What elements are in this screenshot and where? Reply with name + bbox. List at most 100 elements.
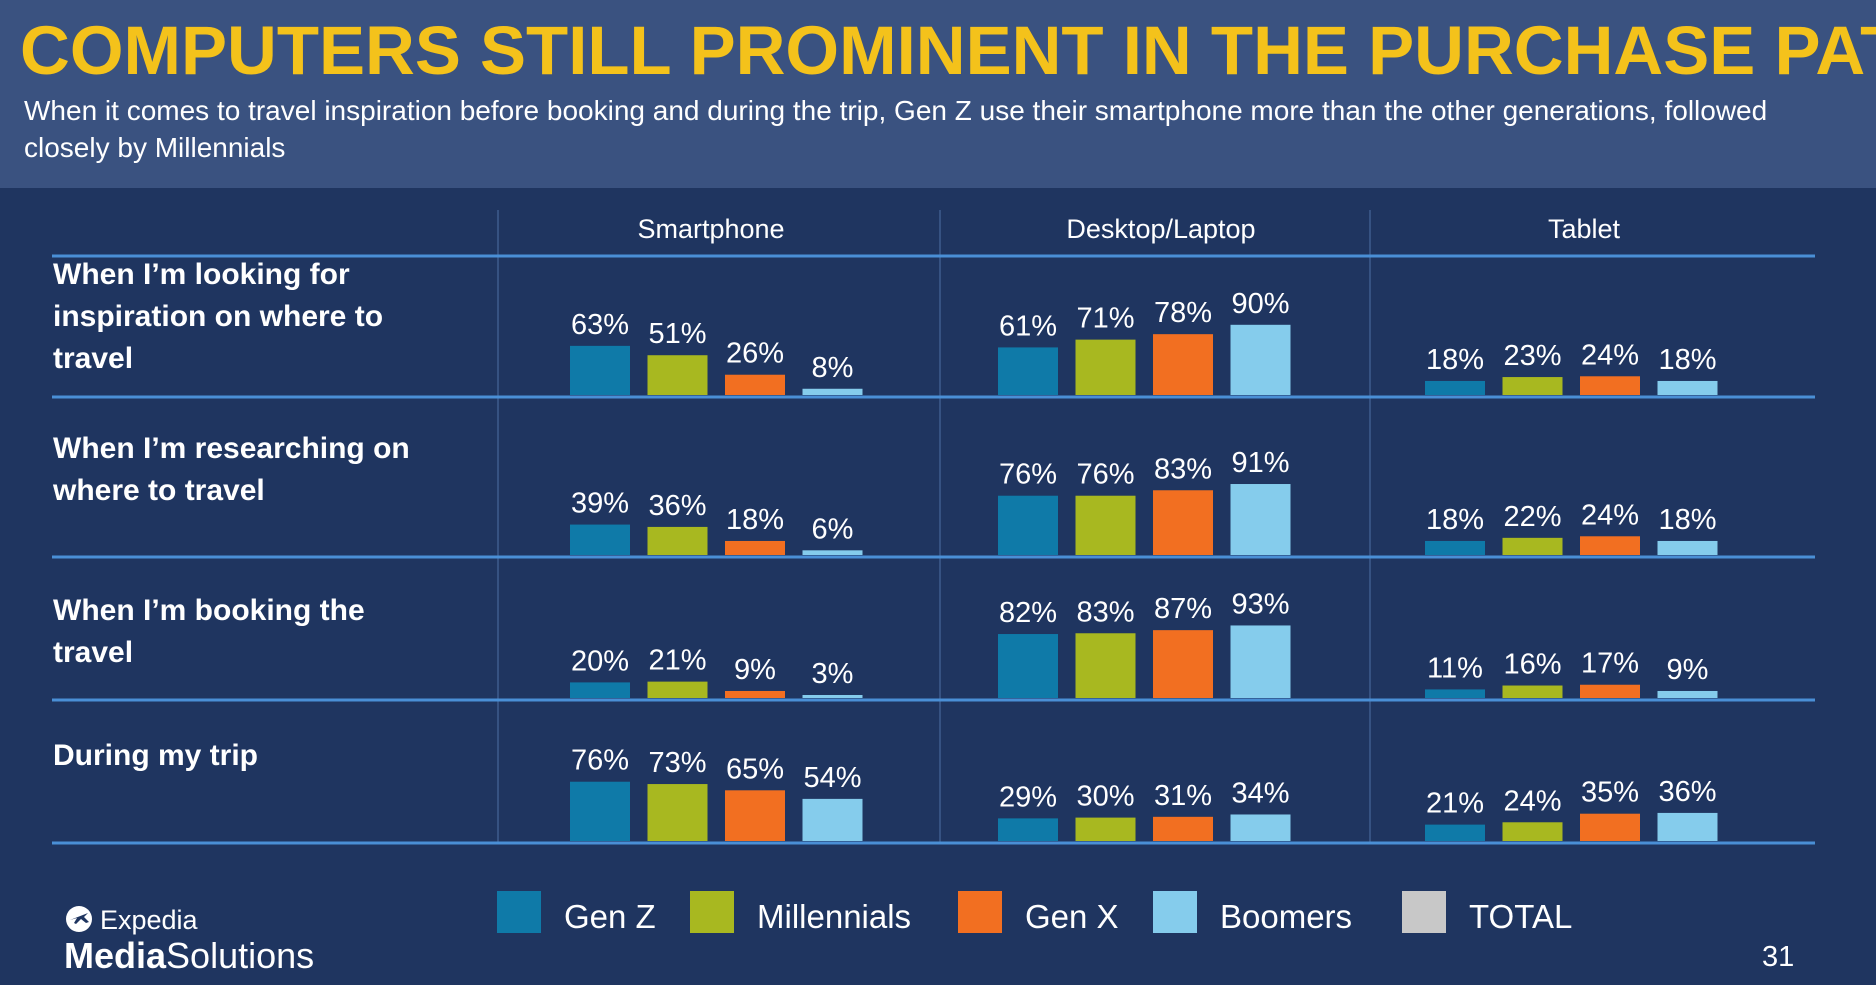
value-label-gen-x-smartphone-row2: 18% [726,504,784,536]
legend-label-gen-z: Gen Z [564,898,656,935]
bar-gen-x-tablet-row1 [1580,376,1640,395]
row-label-4: During my trip [53,739,258,772]
bar-millennials-tablet-row1 [1502,377,1563,395]
bar-boomers-tablet-row1 [1657,380,1718,395]
value-label-millennials-desktop-laptop-row4: 30% [1076,781,1134,813]
header-band: COMPUTERS STILL PROMINENT IN THE PURCHAS… [0,0,1876,188]
legend-label-total: TOTAL [1469,898,1573,935]
value-label-gen-x-desktop-laptop-row2: 83% [1154,453,1212,485]
page-subtitle: When it comes to travel inspiration befo… [24,95,1768,163]
panel-header-tablet: Tablet [1548,214,1621,244]
bar-millennials-tablet-row4 [1502,822,1563,841]
bar-boomers-tablet-row3 [1657,690,1718,698]
bar-gen-z-tablet-row1 [1425,380,1485,395]
legend-swatch-boomers [1153,891,1197,933]
expedia-media-solutions-logo: Expedia MediaSolutions [64,902,364,982]
value-label-gen-x-tablet-row2: 24% [1581,499,1639,531]
bar-gen-x-desktop-laptop-row4 [1153,816,1213,841]
value-label-gen-z-tablet-row1: 18% [1426,344,1484,376]
bar-gen-z-tablet-row2 [1425,540,1485,555]
value-label-millennials-desktop-laptop-row2: 76% [1076,459,1134,491]
bar-gen-x-desktop-laptop-row2 [1153,490,1213,555]
bar-millennials-desktop-laptop-row2 [1075,495,1136,555]
bar-gen-z-desktop-laptop-row2 [998,495,1058,555]
value-label-boomers-smartphone-row4: 54% [803,762,861,794]
value-label-gen-z-smartphone-row4: 76% [571,745,629,777]
bar-boomers-desktop-laptop-row3 [1230,625,1291,698]
bar-boomers-desktop-laptop-row1 [1230,324,1291,395]
bar-gen-x-smartphone-row3 [725,690,785,698]
value-label-boomers-tablet-row4: 36% [1658,776,1716,808]
value-label-gen-x-smartphone-row1: 26% [726,338,784,370]
value-label-millennials-smartphone-row4: 73% [648,747,706,779]
bar-millennials-smartphone-row4 [647,784,708,841]
value-label-millennials-smartphone-row1: 51% [648,318,706,350]
bar-millennials-tablet-row3 [1502,685,1563,698]
value-label-gen-x-smartphone-row4: 65% [726,753,784,785]
value-label-gen-z-smartphone-row1: 63% [571,309,629,341]
value-label-boomers-desktop-laptop-row2: 91% [1231,447,1289,479]
value-label-boomers-smartphone-row2: 6% [812,513,854,545]
value-label-millennials-desktop-laptop-row1: 71% [1076,303,1134,335]
bar-millennials-smartphone-row2 [647,526,708,555]
value-label-millennials-tablet-row4: 24% [1503,785,1561,817]
value-label-gen-x-smartphone-row3: 9% [734,654,776,686]
value-label-boomers-tablet-row1: 18% [1658,344,1716,376]
value-label-millennials-tablet-row2: 22% [1503,501,1561,533]
page-number: 31 [1762,941,1795,973]
value-label-gen-z-tablet-row4: 21% [1426,788,1484,820]
bar-millennials-smartphone-row3 [647,681,708,698]
bar-millennials-desktop-laptop-row1 [1075,339,1136,395]
value-label-millennials-tablet-row1: 23% [1503,340,1561,372]
logo-brand-text: Expedia [100,905,198,935]
panel-header-desktop-laptop: Desktop/Laptop [1066,214,1255,244]
page-title: COMPUTERS STILL PROMINENT IN THE PURCHAS… [20,12,1876,89]
grouped-bar-chart: Smartphone Desktop/Laptop Tablet When I’m l… [52,210,1815,845]
bar-gen-z-desktop-laptop-row1 [998,347,1058,395]
bar-boomers-tablet-row4 [1657,812,1718,841]
logo-product-text: MediaSolutions [64,934,314,978]
bar-millennials-tablet-row2 [1502,537,1563,555]
value-label-millennials-tablet-row3: 16% [1503,649,1561,681]
bar-gen-z-smartphone-row2 [570,524,630,555]
value-label-gen-z-tablet-row3: 11% [1427,652,1483,684]
legend-swatch-gen-x [958,891,1002,933]
bar-gen-x-desktop-laptop-row3 [1153,630,1213,698]
bar-gen-x-tablet-row3 [1580,684,1640,698]
value-label-boomers-desktop-laptop-row1: 90% [1231,288,1289,320]
bar-gen-x-smartphone-row1 [725,374,785,395]
bar-gen-z-smartphone-row1 [570,345,630,395]
value-label-millennials-smartphone-row3: 21% [648,645,706,677]
value-label-boomers-desktop-laptop-row4: 34% [1231,777,1289,809]
bar-gen-z-desktop-laptop-row3 [998,634,1058,698]
legend-label-boomers: Boomers [1220,898,1353,935]
value-label-boomers-tablet-row2: 18% [1658,504,1716,536]
legend-label-gen-x: Gen X [1025,898,1119,935]
legend-swatch-millennials [690,891,734,933]
legend-label-millennials: Millennials [757,898,912,935]
bar-gen-z-smartphone-row3 [570,682,630,698]
row-label-1: When I’m looking for inspiration on where… [53,258,383,375]
value-label-gen-x-tablet-row1: 24% [1581,339,1639,371]
bar-gen-x-desktop-laptop-row1 [1153,334,1213,395]
bar-gen-x-tablet-row4 [1580,813,1640,841]
value-label-boomers-smartphone-row3: 3% [812,658,854,690]
value-label-gen-z-smartphone-row2: 39% [571,488,629,520]
value-label-boomers-tablet-row3: 9% [1667,654,1709,686]
legend-swatch-gen-z [497,891,541,933]
value-label-gen-x-tablet-row3: 17% [1581,648,1639,680]
bar-boomers-smartphone-row3 [802,695,863,698]
plane-globe-icon [66,906,92,932]
bar-gen-x-smartphone-row4 [725,790,785,841]
bar-boomers-smartphone-row2 [802,550,863,555]
bar-millennials-desktop-laptop-row4 [1075,817,1136,841]
value-label-gen-z-smartphone-row3: 20% [571,645,629,677]
bar-millennials-smartphone-row1 [647,355,708,395]
value-label-gen-z-tablet-row2: 18% [1426,504,1484,536]
value-label-gen-z-desktop-laptop-row4: 29% [999,781,1057,813]
bar-millennials-desktop-laptop-row3 [1075,633,1136,698]
value-label-gen-z-desktop-laptop-row3: 82% [999,597,1057,629]
value-label-gen-x-desktop-laptop-row3: 87% [1154,593,1212,625]
bar-gen-x-smartphone-row2 [725,540,785,555]
value-label-gen-x-tablet-row4: 35% [1581,777,1639,809]
